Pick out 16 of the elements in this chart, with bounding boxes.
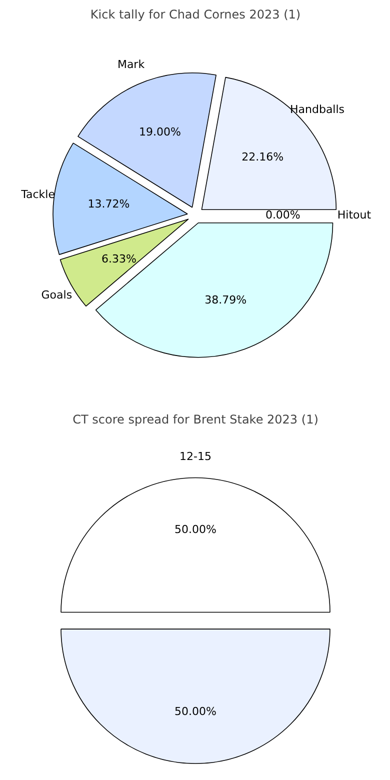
chart-title: Kick tally for Chad Cornes 2023 (1) [90,8,301,22]
data-label: 6.33% [102,252,136,266]
slice-label: 12-15 [180,450,212,463]
slice-label: Mark [117,58,146,71]
slice-label: Handballs [290,102,345,116]
chart-title: CT score spread for Brent Stake 2023 (1) [72,412,318,426]
text: 0.00% [265,208,300,222]
data-label: 50.00% [174,523,216,536]
data-label: 22.16% [242,150,284,164]
category-label: Hitout [337,208,372,222]
data-label: 19.00% [139,126,181,139]
data-label: 50.00% [174,705,216,718]
data-label: 13.72% [88,197,130,210]
slice-label: Goals [41,288,72,302]
data-label: 38.79% [204,294,247,307]
slice-label: Tackle [20,188,56,202]
